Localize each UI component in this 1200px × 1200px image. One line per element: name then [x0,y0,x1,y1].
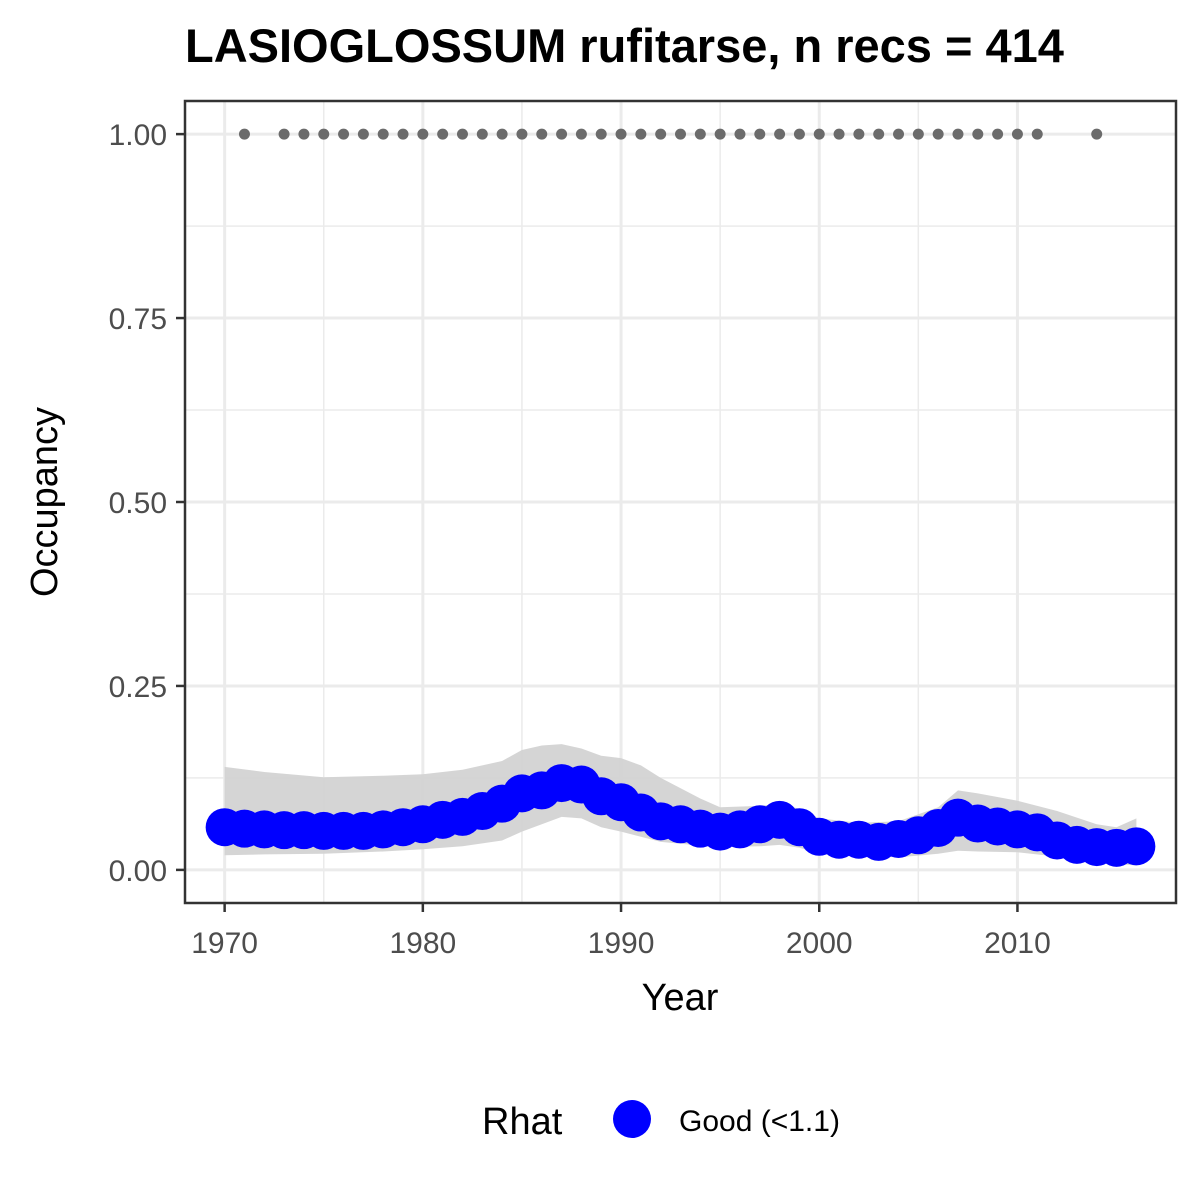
record-point [377,128,389,140]
record-point [278,128,290,140]
x-tick-label: 1990 [588,927,655,960]
record-point [298,128,310,140]
record-point [972,128,984,140]
record-point [952,128,964,140]
record-point [793,128,805,140]
record-point [615,128,627,140]
y-tick-label: 0.25 [109,671,167,704]
y-axis-title: Occupancy [24,407,66,597]
record-point [456,128,468,140]
y-tick-label: 1.00 [109,119,167,152]
record-point [893,128,905,140]
record-point [813,128,825,140]
record-point [694,128,706,140]
record-point [338,128,350,140]
x-tick-label: 2000 [786,927,853,960]
x-axis-title: Year [642,977,719,1019]
record-point [575,128,587,140]
record-point [496,128,508,140]
record-point [516,128,528,140]
record-point [833,128,845,140]
legend-key-good [613,1100,651,1138]
record-point [318,128,330,140]
y-tick-label: 0.75 [109,303,167,336]
record-point [536,128,548,140]
record-point [714,128,726,140]
record-point [912,128,924,140]
record-point [556,128,568,140]
record-point [1091,128,1103,140]
legend-label-good: Good (<1.1) [679,1105,840,1138]
legend-title: Rhat [482,1101,563,1143]
record-point [873,128,885,140]
record-point [675,128,686,140]
record-point [595,128,607,140]
legend: Rhat Good (<1.1) [482,1100,840,1143]
record-point [1031,128,1043,140]
record-point [635,128,647,140]
y-tick-label: 0.00 [109,855,167,888]
record-point [417,128,429,140]
x-tick-label: 1970 [191,927,258,960]
record-point [754,128,766,140]
plot-panel [183,99,1178,905]
occupancy-point [1117,827,1156,866]
record-point [238,128,250,140]
record-point [397,128,409,140]
record-point [734,128,746,140]
record-point [932,128,944,140]
x-tick-label: 2010 [984,927,1051,960]
record-point [1011,128,1023,140]
record-point [992,128,1004,140]
x-tick-label: 1980 [389,927,456,960]
chart-title: LASIOGLOSSUM rufitarse, n recs = 414 [185,19,1064,72]
y-tick-label: 0.50 [109,487,167,520]
record-point [357,128,369,140]
record-point [437,128,449,140]
record-point [476,128,488,140]
record-point [655,128,667,140]
record-point [774,128,786,140]
record-point [853,128,865,140]
